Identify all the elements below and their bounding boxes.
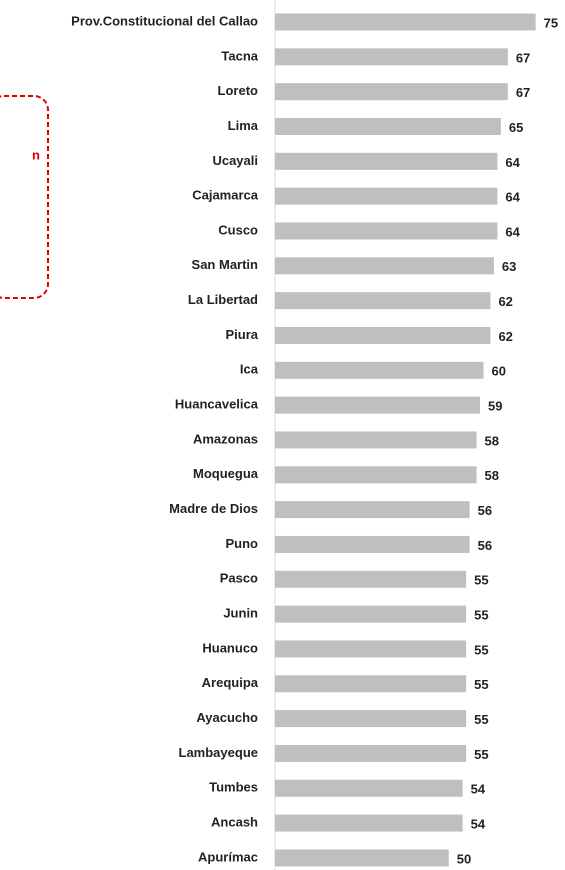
category-label: Loreto <box>218 83 259 98</box>
value-label: 55 <box>474 712 488 727</box>
value-label: 55 <box>474 608 488 623</box>
bar <box>275 13 536 31</box>
bar <box>275 48 508 66</box>
value-label: 62 <box>498 294 512 309</box>
bar <box>275 396 481 414</box>
category-label: Ayacucho <box>196 710 258 725</box>
bar <box>275 292 491 310</box>
bar <box>275 501 470 519</box>
bar <box>275 779 463 797</box>
bar <box>275 466 477 484</box>
bar <box>275 326 491 344</box>
value-label: 50 <box>457 851 471 866</box>
value-label: 67 <box>516 50 530 65</box>
category-label: Moquegua <box>193 466 259 481</box>
category-label: Ucayali <box>212 153 258 168</box>
value-label: 56 <box>478 503 492 518</box>
bar <box>275 83 508 101</box>
value-label: 54 <box>471 817 486 832</box>
bar <box>275 257 494 275</box>
category-label: Junin <box>223 606 258 621</box>
category-label: Ancash <box>211 815 258 830</box>
category-label: Lambayeque <box>179 745 258 760</box>
bar <box>275 222 498 240</box>
value-label: 55 <box>474 677 488 692</box>
value-label: 58 <box>485 468 499 483</box>
value-label: 64 <box>505 190 520 205</box>
category-label: La Libertad <box>188 292 258 307</box>
bar <box>275 814 463 832</box>
value-label: 65 <box>509 120 523 135</box>
bar <box>275 117 501 135</box>
bar <box>275 605 467 623</box>
value-label: 55 <box>474 573 488 588</box>
category-label: Puno <box>226 536 259 551</box>
value-label: 75 <box>544 15 558 30</box>
category-label: Tacna <box>221 48 258 63</box>
category-label: Amazonas <box>193 431 258 446</box>
category-label: Lima <box>228 118 259 133</box>
category-label: San Martin <box>192 257 259 272</box>
category-label: Prov.Constitucional del Callao <box>71 13 258 28</box>
category-label: Arequipa <box>202 675 259 690</box>
category-label: Huancavelica <box>175 397 259 412</box>
value-label: 55 <box>474 747 488 762</box>
value-label: 63 <box>502 259 516 274</box>
bar <box>275 849 449 867</box>
value-label: 64 <box>505 155 520 170</box>
value-label: 54 <box>471 782 486 797</box>
value-label: 62 <box>498 329 512 344</box>
bar <box>275 640 467 658</box>
bar <box>275 431 477 449</box>
category-label: Tumbes <box>209 780 258 795</box>
bar <box>275 152 498 170</box>
category-label: Ica <box>240 362 259 377</box>
bar <box>275 675 467 693</box>
category-label: Huanuco <box>202 640 258 655</box>
category-label: Piura <box>225 327 258 342</box>
bar <box>275 187 498 205</box>
category-label: Cusco <box>218 222 258 237</box>
value-label: 58 <box>485 433 499 448</box>
value-label: 64 <box>505 224 520 239</box>
annotation: n <box>32 147 40 162</box>
category-label: Apurímac <box>198 849 258 864</box>
category-label: Pasco <box>220 571 258 586</box>
category-label: Cajamarca <box>192 188 259 203</box>
value-label: 60 <box>492 364 506 379</box>
value-label: 59 <box>488 399 502 414</box>
bar <box>275 361 484 379</box>
bar <box>275 570 467 588</box>
bar <box>275 710 467 728</box>
value-label: 67 <box>516 85 530 100</box>
bar <box>275 744 467 762</box>
annotation-box <box>0 95 49 299</box>
value-label: 55 <box>474 642 488 657</box>
category-label: Madre de Dios <box>169 501 258 516</box>
value-label: 56 <box>478 538 492 553</box>
bar <box>275 535 470 553</box>
